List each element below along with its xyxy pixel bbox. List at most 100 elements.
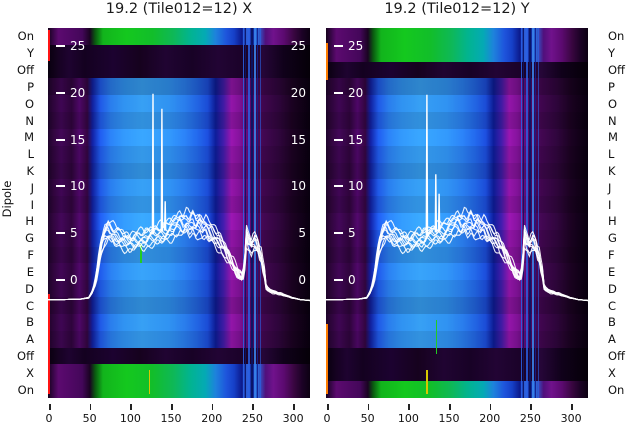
heatmap-row-y-1 bbox=[48, 44, 310, 63]
heatmap-row-a-18 bbox=[326, 330, 588, 349]
bandpass-line-4 bbox=[326, 206, 588, 302]
spectrogram-panel-y: 25 20 15 10 5 0 bbox=[326, 28, 588, 398]
row-label-left-b-17: B bbox=[26, 315, 34, 330]
heatmap-row-k-8 bbox=[48, 162, 310, 180]
yellow-line-mark-1 bbox=[426, 370, 428, 395]
heatmap-row-p-3 bbox=[48, 78, 310, 96]
xtick-mark-1-100 bbox=[408, 404, 410, 410]
row-label-right-j-9: J bbox=[608, 180, 612, 195]
heatmap-row-p-3 bbox=[326, 78, 588, 96]
row-label-right-f-13: F bbox=[608, 248, 615, 263]
row-label-right-c-16: C bbox=[608, 298, 617, 313]
spike-0 bbox=[151, 93, 155, 235]
rfi-stripe-6 bbox=[537, 28, 540, 398]
bandpass-curves-y bbox=[326, 94, 588, 302]
row-label-left-x-20: X bbox=[26, 365, 34, 380]
row-label-right-on-21: On bbox=[608, 382, 625, 397]
bandpass-line-0 bbox=[326, 216, 588, 302]
xtick-label-1-0: 0 bbox=[323, 412, 331, 425]
orange-edge-mark-3 bbox=[326, 324, 328, 395]
yellow-line-mark-1 bbox=[148, 370, 151, 395]
rfi-stripe-4 bbox=[532, 28, 535, 398]
ytick-dash-10 bbox=[56, 185, 65, 188]
row-label-left-e-14: E bbox=[26, 264, 34, 279]
ytick-dash-20 bbox=[334, 91, 343, 94]
row-label-right-p-3: P bbox=[608, 79, 615, 94]
ytick-dash-10 bbox=[334, 185, 343, 188]
heatmap-row-on-21 bbox=[326, 381, 588, 398]
row-label-right-y-1: Y bbox=[608, 46, 616, 61]
ytick-label-left-25: 25 bbox=[70, 39, 86, 53]
xtick-mark-0-300 bbox=[293, 404, 295, 410]
heatmap-row-m-6 bbox=[48, 128, 310, 147]
xtick-mark-0-150 bbox=[171, 404, 173, 410]
ytick-label-right-25: 25 bbox=[290, 39, 306, 53]
orange-edge-mark-2 bbox=[326, 42, 328, 80]
rfi-stripe-0 bbox=[520, 28, 523, 398]
spike-0 bbox=[425, 94, 429, 236]
heatmap-row-x-20 bbox=[326, 364, 588, 382]
heatmap-row-off-2 bbox=[48, 61, 310, 79]
ytick-dash-25 bbox=[56, 45, 65, 47]
row-label-left-off-19: Off bbox=[17, 348, 34, 363]
rfi-stripe-1 bbox=[523, 28, 525, 398]
heatmap-row-off-19 bbox=[326, 347, 588, 365]
xtick-mark-0-0 bbox=[49, 404, 51, 410]
spectrogram-panel-x: 25 25 20 20 15 15 10 10 5 5 0 0 bbox=[48, 28, 310, 398]
xtick-label-1-150: 150 bbox=[438, 412, 460, 425]
ytick-dash-5 bbox=[334, 232, 343, 235]
heatmap-row-o-4 bbox=[48, 95, 310, 113]
heatmap-row-n-5 bbox=[326, 112, 588, 130]
bandpass-line-4 bbox=[48, 206, 310, 302]
bandpass-line-0 bbox=[48, 216, 310, 302]
xtick-mark-1-300 bbox=[571, 404, 573, 410]
row-label-right-h-11: H bbox=[608, 214, 617, 229]
green-line-mark-0 bbox=[140, 244, 142, 263]
row-label-right-b-17: B bbox=[608, 315, 616, 330]
row-label-left-k-8: K bbox=[26, 163, 34, 178]
bandpass-curves-x bbox=[48, 93, 310, 302]
bandpass-line-9 bbox=[48, 209, 310, 302]
rfi-stripe-0 bbox=[242, 28, 245, 398]
xtick-mark-1-0 bbox=[327, 404, 329, 410]
ytick-label-right-15: 15 bbox=[290, 132, 306, 147]
ytick-dash-0 bbox=[334, 278, 343, 281]
ytick-dash-15 bbox=[56, 138, 65, 141]
ytick-label-left-15: 15 bbox=[348, 132, 364, 147]
ytick-label-left-20: 20 bbox=[348, 85, 364, 100]
rfi-stripe-2 bbox=[247, 28, 250, 398]
spike-2 bbox=[163, 201, 167, 231]
rfi-stripe-5 bbox=[535, 28, 537, 398]
row-label-right-e-14: E bbox=[608, 264, 616, 279]
row-label-right-i-10: I bbox=[608, 197, 612, 212]
xtick-label-0-200: 200 bbox=[201, 412, 223, 425]
ytick-dash-15 bbox=[334, 138, 343, 141]
xtick-label-1-200: 200 bbox=[479, 412, 501, 425]
rfi-stripe-1 bbox=[245, 28, 247, 398]
heatmap-row-h-11 bbox=[48, 213, 310, 231]
xtick-mark-1-50 bbox=[367, 404, 370, 410]
heatmap-row-on-0 bbox=[48, 28, 310, 46]
ytick-label-right-0: 0 bbox=[298, 272, 306, 287]
rfi-stripe-3 bbox=[529, 28, 531, 398]
heatmap-row-y-1 bbox=[326, 44, 588, 63]
heatmap-row-off-2 bbox=[326, 61, 588, 79]
row-label-left-j-9: J bbox=[30, 180, 34, 195]
red-edge-mark-3 bbox=[48, 294, 50, 395]
xtick-label-1-100: 100 bbox=[397, 412, 419, 425]
heatmap-row-b-17 bbox=[326, 313, 588, 332]
heatmap-row-j-9 bbox=[326, 179, 588, 197]
row-label-left-y-1: Y bbox=[26, 46, 34, 61]
rfi-stripe-3 bbox=[251, 28, 253, 398]
xtick-label-0-150: 150 bbox=[160, 412, 182, 425]
ytick-label-left-5: 5 bbox=[348, 226, 356, 241]
heatmap-row-i-10 bbox=[48, 196, 310, 214]
rfi-stripe-4 bbox=[254, 28, 257, 398]
xtick-label-0-300: 300 bbox=[282, 412, 304, 425]
row-label-right-l-7: L bbox=[608, 147, 615, 162]
row-label-right-a-18: A bbox=[608, 332, 616, 347]
row-label-right-d-15: D bbox=[608, 281, 617, 296]
spike-2 bbox=[437, 193, 441, 232]
heatmap-row-a-18 bbox=[48, 330, 310, 349]
xtick-label-1-300: 300 bbox=[560, 412, 582, 425]
